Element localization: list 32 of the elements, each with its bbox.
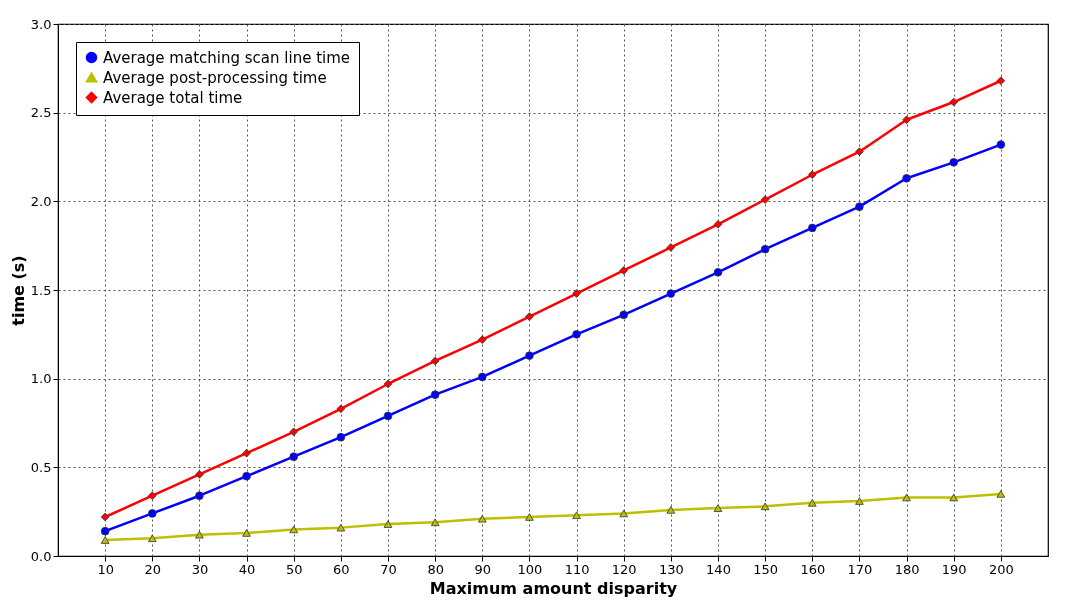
x-axis-title: Maximum amount disparity xyxy=(429,578,678,598)
x-tick-label: 160 xyxy=(800,561,826,577)
x-tick-label: 140 xyxy=(706,561,731,577)
x-tick-label: 90 xyxy=(474,561,492,577)
x-tick-label: 10 xyxy=(97,561,114,577)
y-tick-label: 1.5 xyxy=(30,282,52,298)
x-tick-label: 70 xyxy=(380,561,397,577)
x-tick-label: 110 xyxy=(564,561,590,577)
legend-label: Average total time xyxy=(103,88,243,107)
y-tick-label: 1.0 xyxy=(30,371,52,387)
x-tick-label: 60 xyxy=(333,561,350,577)
y-tick-label: 0.5 xyxy=(30,459,52,475)
x-tick-label: 120 xyxy=(611,561,637,577)
x-tick-label: 190 xyxy=(941,561,967,577)
legend-label: Average matching scan line time xyxy=(103,48,351,67)
legend-label: Average post-processing time xyxy=(103,68,327,87)
x-tick-label: 100 xyxy=(517,561,543,577)
x-tick-label: 170 xyxy=(847,561,873,577)
y-tick-label: 2.5 xyxy=(30,105,52,121)
x-tick-label: 30 xyxy=(191,561,209,577)
x-tick-label: 80 xyxy=(427,561,444,577)
x-tick-label: 20 xyxy=(144,561,162,577)
y-axis-title: time (s) xyxy=(8,255,28,326)
x-tick-label: 50 xyxy=(285,561,303,577)
x-tick-label: 200 xyxy=(988,561,1014,577)
x-tick-label: 40 xyxy=(238,561,256,577)
y-tick-label: 0.0 xyxy=(30,548,52,564)
x-tick-label: 130 xyxy=(658,561,684,577)
x-tick-label: 180 xyxy=(894,561,920,577)
y-tick-label: 2.0 xyxy=(30,193,52,209)
x-tick-label: 150 xyxy=(753,561,779,577)
y-tick-label: 3.0 xyxy=(30,16,52,32)
